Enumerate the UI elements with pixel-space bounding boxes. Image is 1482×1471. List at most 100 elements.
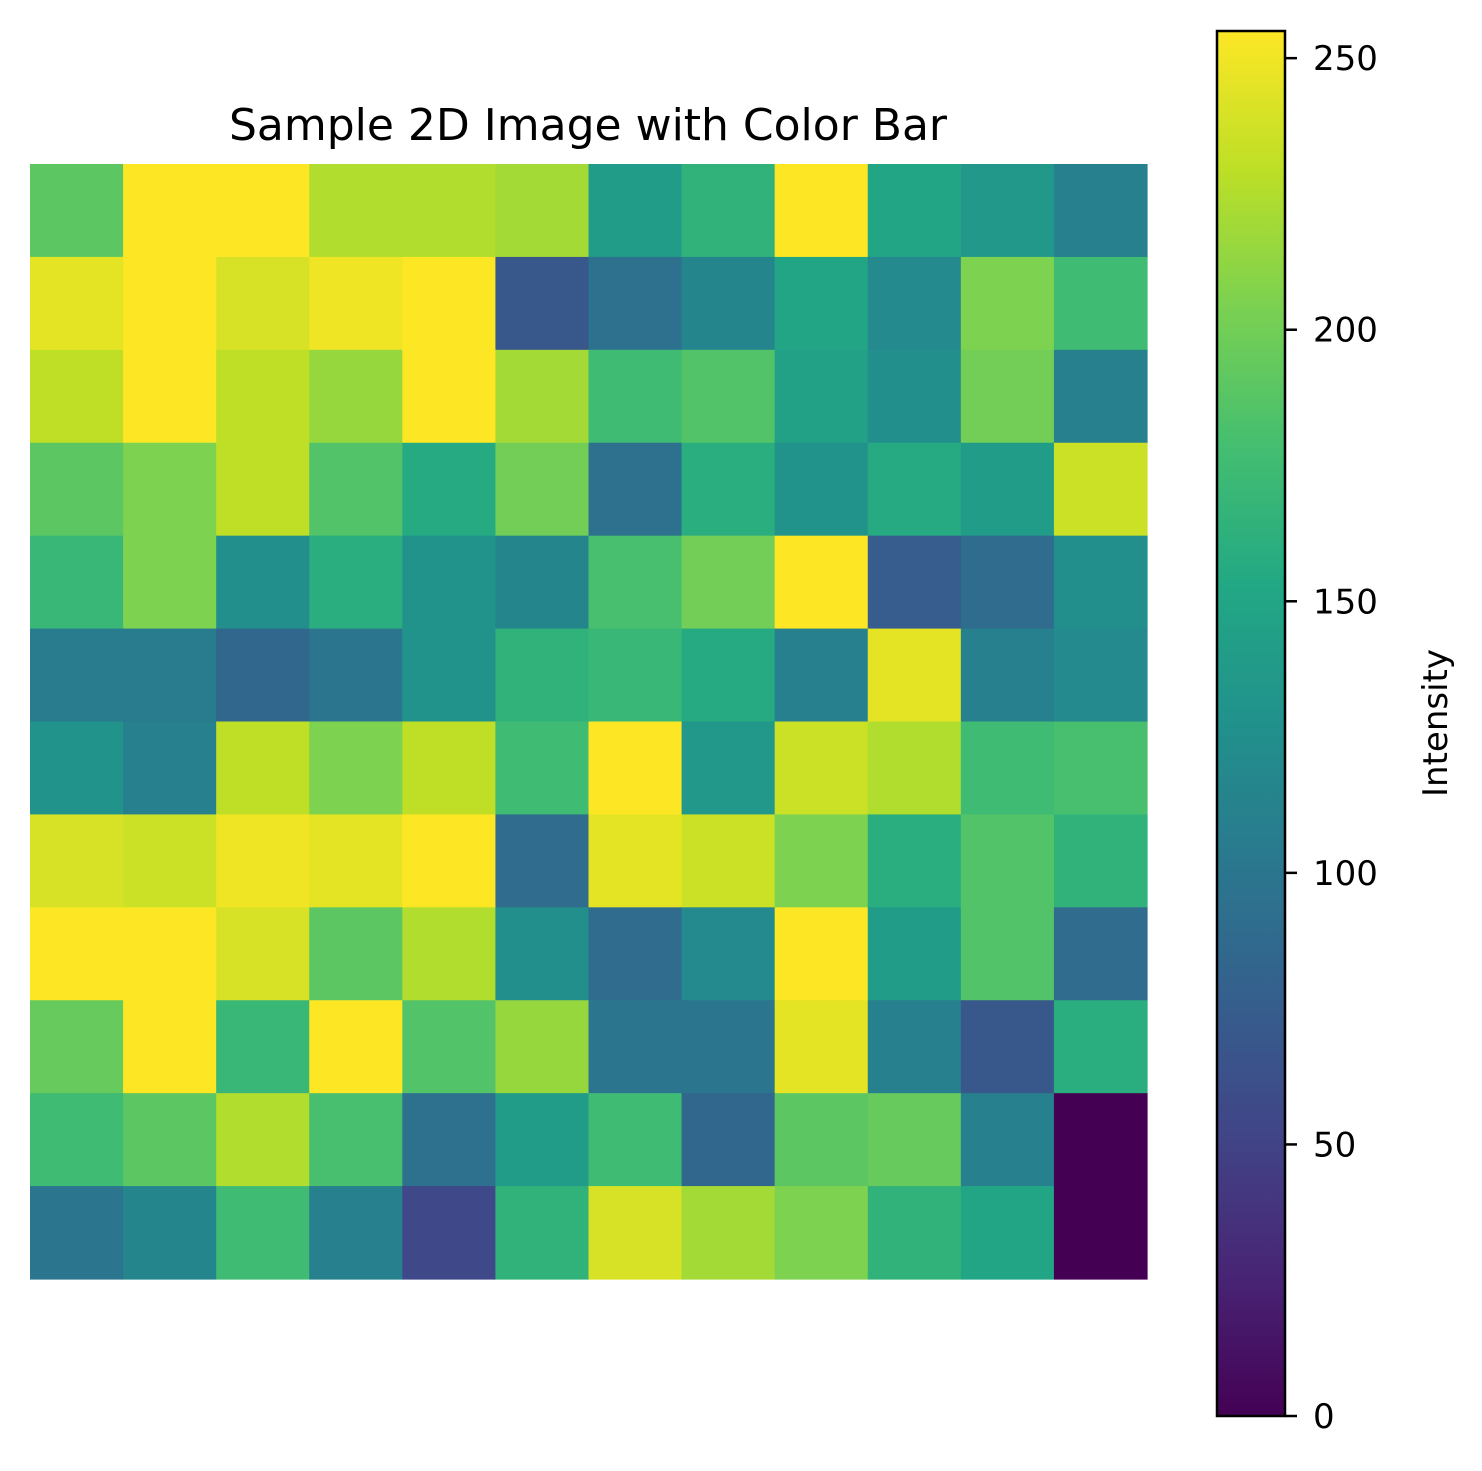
heatmap-cell bbox=[123, 535, 217, 630]
heatmap-cell bbox=[867, 442, 962, 537]
colorbar-tick-label: 0 bbox=[1313, 1397, 1335, 1437]
heatmap-cell bbox=[588, 1186, 683, 1280]
heatmap-cell bbox=[960, 628, 1055, 723]
heatmap-cell bbox=[681, 535, 776, 630]
heatmap-cell bbox=[867, 1000, 962, 1094]
heatmap-cell bbox=[30, 442, 124, 537]
heatmap-cell bbox=[681, 1093, 776, 1187]
heatmap-cell bbox=[681, 814, 776, 908]
heatmap-cell bbox=[495, 349, 590, 444]
heatmap-cell bbox=[1053, 814, 1148, 908]
heatmap-cell bbox=[495, 164, 590, 258]
heatmap-cell bbox=[216, 349, 310, 444]
colorbar-tick-label: 50 bbox=[1313, 1125, 1356, 1165]
heatmap-cell bbox=[588, 721, 683, 816]
heatmap-cell bbox=[402, 164, 497, 258]
heatmap-cell bbox=[309, 442, 403, 537]
heatmap-cell bbox=[30, 907, 124, 1001]
heatmap-cell bbox=[774, 535, 869, 630]
heatmap-cell bbox=[30, 1000, 124, 1094]
heatmap-cell bbox=[867, 721, 962, 816]
heatmap-cell bbox=[216, 721, 310, 816]
heatmap-cell bbox=[588, 1000, 683, 1094]
heatmap-cell bbox=[123, 442, 217, 537]
heatmap-cell bbox=[1053, 721, 1148, 816]
heatmap-cell bbox=[960, 349, 1055, 444]
colorbar-tick-label: 250 bbox=[1313, 39, 1378, 79]
heatmap-cell bbox=[1053, 1000, 1148, 1094]
heatmap-cell bbox=[774, 907, 869, 1001]
heatmap-cell bbox=[867, 1093, 962, 1187]
heatmap-cell bbox=[402, 1186, 497, 1280]
heatmap-cell bbox=[309, 349, 403, 444]
heatmap-cell bbox=[681, 628, 776, 723]
heatmap-cell bbox=[309, 1093, 403, 1187]
heatmap-cell bbox=[960, 814, 1055, 908]
heatmap-cell bbox=[123, 721, 217, 816]
heatmap-cell bbox=[1053, 442, 1148, 537]
colorbar-label: Intensity bbox=[1416, 649, 1456, 797]
heatmap-cell bbox=[681, 907, 776, 1001]
heatmap-cell bbox=[30, 349, 124, 444]
heatmap-cell bbox=[774, 1093, 869, 1187]
heatmap-cell bbox=[1053, 256, 1148, 351]
heatmap-cell bbox=[123, 256, 217, 351]
heatmap-cell bbox=[1053, 907, 1148, 1001]
heatmap-cell bbox=[216, 1093, 310, 1187]
heatmap-cell bbox=[30, 535, 124, 630]
heatmap-cell bbox=[588, 628, 683, 723]
heatmap-cell bbox=[216, 164, 310, 258]
heatmap-cell bbox=[774, 164, 869, 258]
heatmap-cell bbox=[1053, 535, 1148, 630]
heatmap-cell bbox=[309, 814, 403, 908]
heatmap-cell bbox=[309, 721, 403, 816]
heatmap-cell bbox=[309, 256, 403, 351]
heatmap-cell bbox=[960, 1000, 1055, 1094]
heatmap-cell bbox=[960, 907, 1055, 1001]
heatmap-cell bbox=[774, 349, 869, 444]
heatmap-cell bbox=[1053, 1093, 1148, 1187]
heatmap-cell bbox=[309, 1186, 403, 1280]
heatmap-cell bbox=[960, 1093, 1055, 1187]
heatmap-cell bbox=[867, 256, 962, 351]
heatmap-cell bbox=[495, 535, 590, 630]
heatmap-cell bbox=[774, 814, 869, 908]
heatmap-cell bbox=[402, 1000, 497, 1094]
chart-title: Sample 2D Image with Color Bar bbox=[229, 100, 948, 151]
heatmap-cell bbox=[216, 1000, 310, 1094]
heatmap-cell bbox=[216, 1186, 310, 1280]
heatmap-cell bbox=[495, 442, 590, 537]
heatmap-cell bbox=[123, 907, 217, 1001]
heatmap-cell bbox=[588, 256, 683, 351]
heatmap-cell bbox=[123, 814, 217, 908]
heatmap-cell bbox=[309, 907, 403, 1001]
heatmap-cell bbox=[30, 1186, 124, 1280]
heatmap-cell bbox=[309, 164, 403, 258]
heatmap-cell bbox=[774, 721, 869, 816]
heatmap-cell bbox=[681, 1186, 776, 1280]
heatmap-cell bbox=[123, 628, 217, 723]
colorbar-tick-label: 200 bbox=[1313, 311, 1378, 351]
heatmap-cell bbox=[309, 535, 403, 630]
heatmap-cell bbox=[1053, 164, 1148, 258]
heatmap-cell bbox=[774, 628, 869, 723]
heatmap-cell bbox=[774, 256, 869, 351]
heatmap-cell bbox=[30, 814, 124, 908]
heatmap-cell bbox=[681, 256, 776, 351]
heatmap-cell bbox=[960, 442, 1055, 537]
heatmap-cell bbox=[867, 1186, 962, 1280]
heatmap-cell bbox=[867, 349, 962, 444]
colorbar-frame bbox=[1215, 29, 1287, 1418]
heatmap-cell bbox=[495, 256, 590, 351]
heatmap-cell bbox=[216, 256, 310, 351]
heatmap-cell bbox=[402, 721, 497, 816]
heatmap-cell bbox=[960, 535, 1055, 630]
heatmap-grid bbox=[30, 164, 1148, 1280]
heatmap-cell bbox=[495, 1186, 590, 1280]
heatmap-cell bbox=[123, 1000, 217, 1094]
heatmap-cell bbox=[216, 442, 310, 537]
heatmap-cell bbox=[402, 535, 497, 630]
heatmap-cell bbox=[495, 814, 590, 908]
heatmap-cell bbox=[123, 164, 217, 258]
heatmap-cell bbox=[495, 1000, 590, 1094]
